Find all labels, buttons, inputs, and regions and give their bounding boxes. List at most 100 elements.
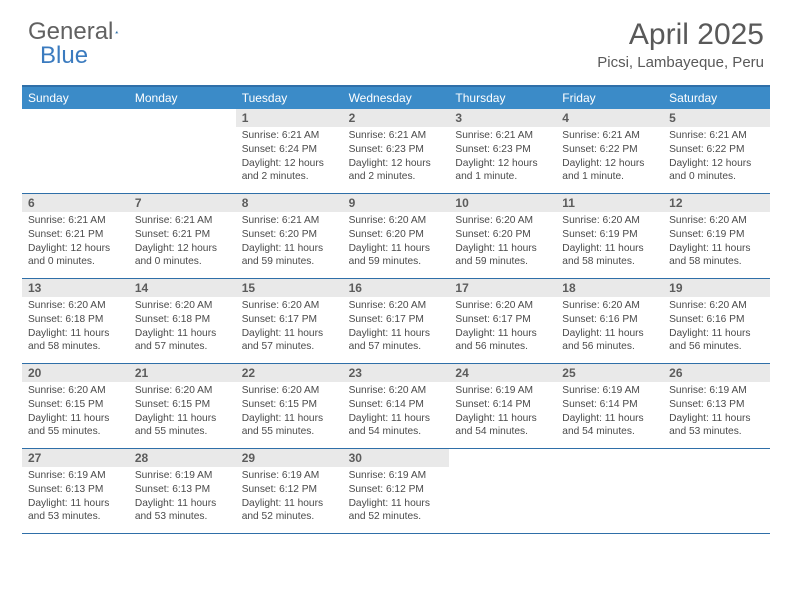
sunset-text: Sunset: 6:14 PM [562,398,657,412]
daylight-text: Daylight: 11 hours and 52 minutes. [242,497,337,525]
empty-cell [129,109,236,193]
day-info: Sunrise: 6:19 AMSunset: 6:13 PMDaylight:… [129,467,236,528]
day-cell: 18Sunrise: 6:20 AMSunset: 6:16 PMDayligh… [556,279,663,363]
day-number: 14 [129,279,236,297]
day-info: Sunrise: 6:19 AMSunset: 6:12 PMDaylight:… [343,467,450,528]
sunrise-text: Sunrise: 6:21 AM [242,214,337,228]
day-number: 12 [663,194,770,212]
day-number: 16 [343,279,450,297]
sunset-text: Sunset: 6:14 PM [455,398,550,412]
day-info: Sunrise: 6:20 AMSunset: 6:20 PMDaylight:… [449,212,556,273]
daylight-text: Daylight: 12 hours and 2 minutes. [242,157,337,185]
daylight-text: Daylight: 12 hours and 0 minutes. [28,242,123,270]
day-number: 5 [663,109,770,127]
day-number: 8 [236,194,343,212]
sunset-text: Sunset: 6:20 PM [455,228,550,242]
day-info: Sunrise: 6:21 AMSunset: 6:20 PMDaylight:… [236,212,343,273]
day-cell: 12Sunrise: 6:20 AMSunset: 6:19 PMDayligh… [663,194,770,278]
day-info: Sunrise: 6:21 AMSunset: 6:23 PMDaylight:… [449,127,556,188]
day-info: Sunrise: 6:20 AMSunset: 6:16 PMDaylight:… [556,297,663,358]
sunset-text: Sunset: 6:15 PM [28,398,123,412]
day-cell: 22Sunrise: 6:20 AMSunset: 6:15 PMDayligh… [236,364,343,448]
daylight-text: Daylight: 11 hours and 56 minutes. [455,327,550,355]
weekday-header: Sunday [22,87,129,109]
sunrise-text: Sunrise: 6:20 AM [562,214,657,228]
sunrise-text: Sunrise: 6:19 AM [28,469,123,483]
logo-word-blue: Blue [40,42,88,70]
day-cell: 17 Sunrise: 6:20 AMSunset: 6:17 PMDayligh… [449,279,556,363]
weeks-container: 1Sunrise: 6:21 AMSunset: 6:24 PMDaylight… [22,109,770,534]
sunrise-text: Sunrise: 6:20 AM [135,384,230,398]
sunrise-text: Sunrise: 6:21 AM [135,214,230,228]
day-number: 20 [22,364,129,382]
sunrise-text: Sunrise: 6:20 AM [135,299,230,313]
day-number: 25 [556,364,663,382]
day-cell: 16Sunrise: 6:20 AMSunset: 6:17 PMDayligh… [343,279,450,363]
sunrise-text: Sunrise: 6:20 AM [242,299,337,313]
day-cell: 24Sunrise: 6:19 AMSunset: 6:14 PMDayligh… [449,364,556,448]
sunset-text: Sunset: 6:20 PM [349,228,444,242]
logo-sail-icon [115,22,119,42]
day-number: 21 [129,364,236,382]
day-info: Sunrise: 6:20 AMSunset: 6:19 PMDaylight:… [556,212,663,273]
sunset-text: Sunset: 6:16 PM [562,313,657,327]
sunrise-text: Sunrise: 6:20 AM [455,299,550,313]
day-cell: 19Sunrise: 6:20 AMSunset: 6:16 PMDayligh… [663,279,770,363]
day-cell: 28Sunrise: 6:19 AMSunset: 6:13 PMDayligh… [129,449,236,533]
day-info: Sunrise: 6:21 AMSunset: 6:23 PMDaylight:… [343,127,450,188]
sunset-text: Sunset: 6:12 PM [242,483,337,497]
daylight-text: Daylight: 11 hours and 52 minutes. [349,497,444,525]
sunset-text: Sunset: 6:12 PM [349,483,444,497]
sunrise-text: Sunrise: 6:21 AM [562,129,657,143]
sunrise-text: Sunrise: 6:20 AM [455,214,550,228]
day-info: Sunrise: 6:19 AMSunset: 6:13 PMDaylight:… [663,382,770,443]
week-row: 6Sunrise: 6:21 AMSunset: 6:21 PMDaylight… [22,194,770,279]
sunset-text: Sunset: 6:17 PM [455,313,550,327]
day-info: Sunrise: 6:20 AMSunset: 6:15 PMDaylight:… [129,382,236,443]
daylight-text: Daylight: 11 hours and 55 minutes. [242,412,337,440]
sunset-text: Sunset: 6:19 PM [669,228,764,242]
daylight-text: Daylight: 11 hours and 59 minutes. [242,242,337,270]
sunrise-text: Sunrise: 6:19 AM [135,469,230,483]
title-block: April 2025 Picsi, Lambayeque, Peru [597,18,764,71]
day-cell: 2Sunrise: 6:21 AMSunset: 6:23 PMDaylight… [343,109,450,193]
day-cell: 26Sunrise: 6:19 AMSunset: 6:13 PMDayligh… [663,364,770,448]
sunrise-text: Sunrise: 6:19 AM [349,469,444,483]
day-number: 9 [343,194,450,212]
calendar: SundayMondayTuesdayWednesdayThursdayFrid… [22,85,770,534]
day-info: Sunrise: 6:20 AMSunset: 6:15 PMDaylight:… [236,382,343,443]
sunset-text: Sunset: 6:22 PM [669,143,764,157]
day-cell: 13Sunrise: 6:20 AMSunset: 6:18 PMDayligh… [22,279,129,363]
sunset-text: Sunset: 6:13 PM [669,398,764,412]
sunrise-text: Sunrise: 6:21 AM [28,214,123,228]
sunset-text: Sunset: 6:18 PM [135,313,230,327]
sunset-text: Sunset: 6:14 PM [349,398,444,412]
day-info: Sunrise: 6:20 AMSunset: 6:17 PMDaylight:… [236,297,343,358]
daylight-text: Daylight: 11 hours and 53 minutes. [135,497,230,525]
daylight-text: Daylight: 11 hours and 58 minutes. [562,242,657,270]
day-cell: 29Sunrise: 6:19 AMSunset: 6:12 PMDayligh… [236,449,343,533]
sunrise-text: Sunrise: 6:20 AM [669,299,764,313]
day-cell: 9Sunrise: 6:20 AMSunset: 6:20 PMDaylight… [343,194,450,278]
logo-word-blue-wrap: Blue [40,42,88,70]
day-info: Sunrise: 6:19 AMSunset: 6:13 PMDaylight:… [22,467,129,528]
empty-cell [449,449,556,533]
sunset-text: Sunset: 6:16 PM [669,313,764,327]
daylight-text: Daylight: 11 hours and 59 minutes. [349,242,444,270]
sunset-text: Sunset: 6:20 PM [242,228,337,242]
day-number: 1 [236,109,343,127]
weekday-header: Thursday [449,87,556,109]
sunrise-text: Sunrise: 6:19 AM [455,384,550,398]
daylight-text: Daylight: 11 hours and 56 minutes. [669,327,764,355]
weekday-header: Wednesday [343,87,450,109]
day-info: Sunrise: 6:20 AMSunset: 6:15 PMDaylight:… [22,382,129,443]
day-number: 17 [449,279,556,297]
day-number: 2 [343,109,450,127]
daylight-text: Daylight: 12 hours and 1 minute. [562,157,657,185]
sunset-text: Sunset: 6:18 PM [28,313,123,327]
sunrise-text: Sunrise: 6:20 AM [242,384,337,398]
daylight-text: Daylight: 11 hours and 59 minutes. [455,242,550,270]
weekday-header: Tuesday [236,87,343,109]
day-number: 28 [129,449,236,467]
empty-cell [663,449,770,533]
